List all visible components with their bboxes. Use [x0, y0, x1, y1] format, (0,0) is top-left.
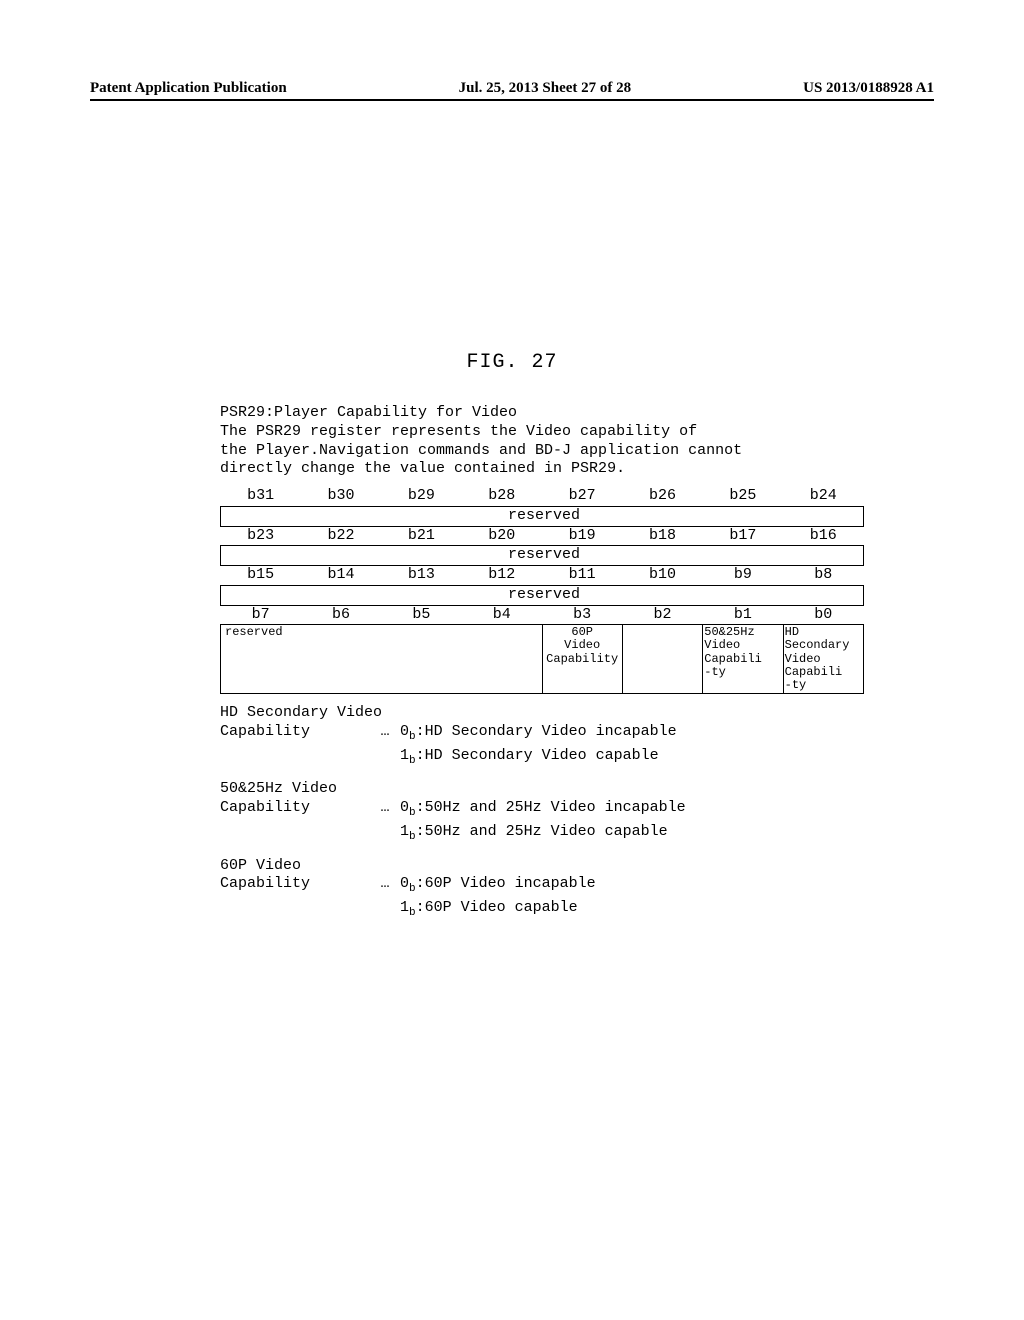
reserved-cell: reserved — [221, 506, 864, 526]
bit-header: b30 — [301, 487, 381, 506]
reserved-cell: reserved — [221, 585, 864, 605]
bit-header: b22 — [301, 526, 381, 546]
bit-header: b26 — [622, 487, 702, 506]
psr-desc-3: directly change the value contained in P… — [220, 460, 864, 479]
bit-header: b10 — [622, 566, 702, 586]
def-hd-v0: 0b:HD Secondary Video incapable — [400, 723, 677, 745]
def-dots: … — [370, 799, 400, 821]
bit-cell-b3: 60P Video Capability — [542, 625, 622, 694]
def-50-title1: 50&25Hz Video — [220, 780, 864, 799]
bit-header: b25 — [703, 487, 783, 506]
bit-header: b6 — [301, 605, 381, 625]
bit-header: b19 — [542, 526, 622, 546]
def-60-title1: 60P Video — [220, 857, 864, 876]
bit-header: b28 — [462, 487, 542, 506]
bit-header: b0 — [783, 605, 863, 625]
bit-header: b2 — [622, 605, 702, 625]
bit-header: b3 — [542, 605, 622, 625]
psr-desc-2: the Player.Navigation commands and BD-J … — [220, 442, 864, 461]
bit-header: b8 — [783, 566, 863, 586]
def-60-title2: Capability — [220, 875, 370, 897]
def-50-v0: 0b:50Hz and 25Hz Video incapable — [400, 799, 686, 821]
bit-header: b9 — [703, 566, 783, 586]
def-hd-title2: Capability — [220, 723, 370, 745]
bit-header: b31 — [221, 487, 301, 506]
def-dots: … — [370, 875, 400, 897]
bit-header: b16 — [783, 526, 863, 546]
header-right: US 2013/0188928 A1 — [803, 80, 934, 97]
bit-header: b23 — [221, 526, 301, 546]
header-mid: Jul. 25, 2013 Sheet 27 of 28 — [459, 80, 632, 97]
definitions-block: HD Secondary Video Capability … 0b:HD Se… — [220, 704, 864, 921]
reserved-cell: reserved — [221, 625, 543, 694]
figure-content: PSR29:Player Capability for Video The PS… — [220, 404, 864, 921]
bit-header: b29 — [381, 487, 461, 506]
psr-title: PSR29:Player Capability for Video — [220, 404, 864, 423]
bit-header: b14 — [301, 566, 381, 586]
bit-cell-b1: 50&25Hz Video Capabili -ty — [703, 625, 783, 694]
bit-header: b12 — [462, 566, 542, 586]
bit-table: b31 b30 b29 b28 b27 b26 b25 b24 reserved… — [220, 487, 864, 694]
bit-cell-b0: HD Secondary Video Capabili -ty — [783, 625, 863, 694]
bit-header: b4 — [462, 605, 542, 625]
bit-header: b5 — [381, 605, 461, 625]
def-50-title2: Capability — [220, 799, 370, 821]
def-50-v1: 1b:50Hz and 25Hz Video capable — [400, 823, 668, 845]
figure-title: FIG. 27 — [90, 351, 934, 374]
header-left: Patent Application Publication — [90, 80, 287, 97]
bit-header: b13 — [381, 566, 461, 586]
reserved-cell: reserved — [221, 546, 864, 566]
bit-header: b20 — [462, 526, 542, 546]
bit-header: b27 — [542, 487, 622, 506]
psr-desc-1: The PSR29 register represents the Video … — [220, 423, 864, 442]
bit-header: b7 — [221, 605, 301, 625]
bit-header: b24 — [783, 487, 863, 506]
def-60-v0: 0b:60P Video incapable — [400, 875, 596, 897]
def-hd-title1: HD Secondary Video — [220, 704, 864, 723]
bit-header: b21 — [381, 526, 461, 546]
def-dots: … — [370, 723, 400, 745]
bit-header: b1 — [703, 605, 783, 625]
bit-cell-b2 — [622, 625, 702, 694]
bit-header: b17 — [703, 526, 783, 546]
def-60-v1: 1b:60P Video capable — [400, 899, 578, 921]
bit-header: b11 — [542, 566, 622, 586]
def-hd-v1: 1b:HD Secondary Video capable — [400, 747, 659, 769]
bit-header: b15 — [221, 566, 301, 586]
bit-header: b18 — [622, 526, 702, 546]
patent-header: Patent Application Publication Jul. 25, … — [90, 80, 934, 101]
